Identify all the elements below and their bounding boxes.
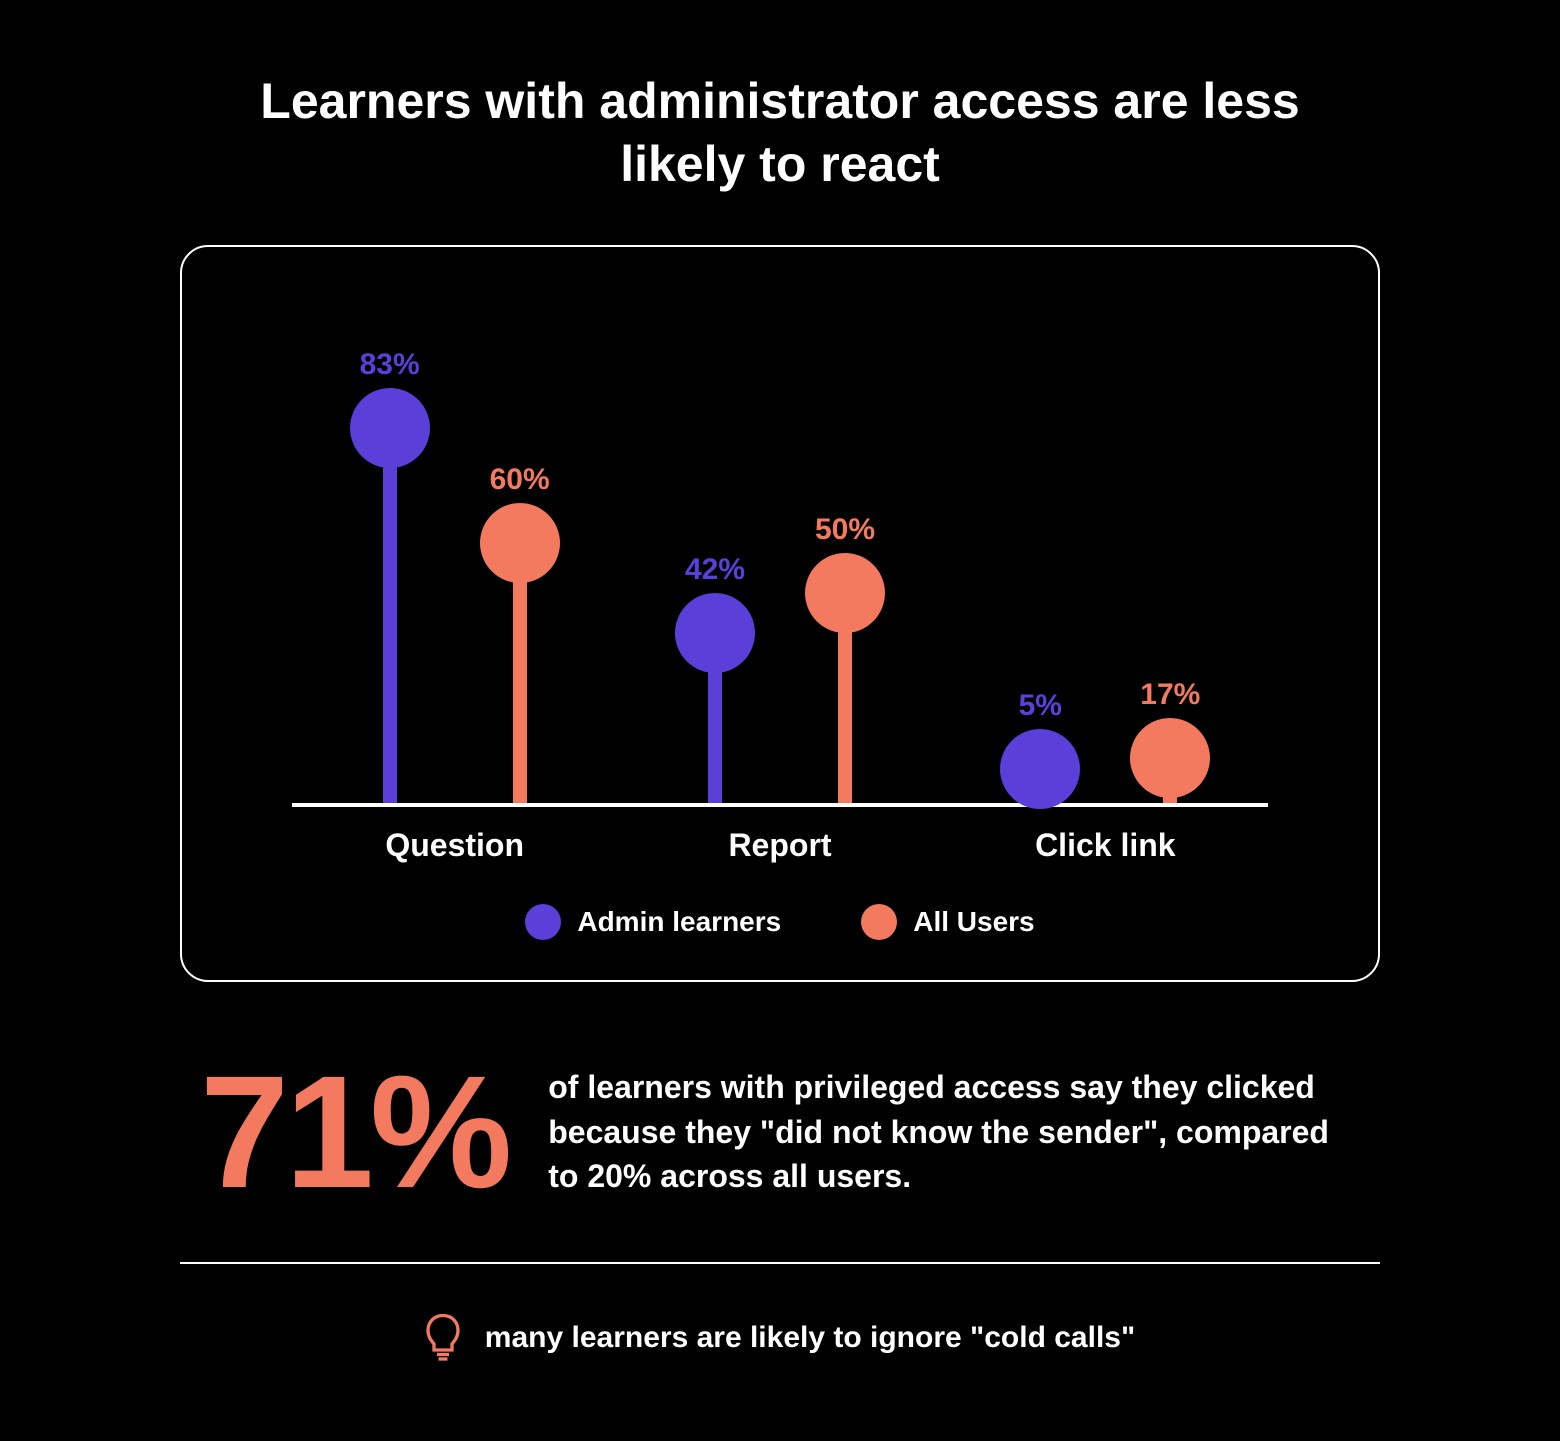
chart-lollipop: 17% bbox=[1130, 678, 1210, 803]
chart-card: 83% 60% 42% 50% 5% 17% QuestionReportClick li… bbox=[180, 245, 1380, 982]
chart-legend: Admin learners All Users bbox=[242, 904, 1318, 940]
chart-lollipop-head bbox=[480, 503, 560, 583]
legend-item: All Users bbox=[861, 904, 1034, 940]
chart-value-label: 17% bbox=[1140, 678, 1200, 712]
chart-value-label: 60% bbox=[490, 463, 550, 497]
stat-percent: 71% bbox=[200, 1052, 508, 1212]
chart-lollipop-stick bbox=[383, 462, 397, 803]
chart-value-label: 5% bbox=[1019, 689, 1062, 723]
chart-value-label: 42% bbox=[685, 553, 745, 587]
chart-title: Learners with administrator access are l… bbox=[230, 70, 1330, 195]
tip-text: many learners are likely to ignore "cold… bbox=[485, 1321, 1135, 1355]
chart-x-label: Report bbox=[617, 827, 942, 864]
chart-x-axis-labels: QuestionReportClick link bbox=[292, 827, 1268, 864]
tip-row: many learners are likely to ignore "cold… bbox=[120, 1314, 1440, 1362]
chart-group: 42% 50% bbox=[675, 513, 885, 803]
chart-plot-area: 83% 60% 42% 50% 5% 17% bbox=[292, 307, 1268, 807]
stat-block: 71% of learners with privileged access s… bbox=[180, 1052, 1380, 1264]
chart-group: 83% 60% bbox=[350, 348, 560, 803]
chart-lollipop: 83% bbox=[350, 348, 430, 803]
chart-lollipop: 42% bbox=[675, 553, 755, 803]
chart-lollipop-stick bbox=[708, 667, 722, 803]
legend-label: Admin learners bbox=[577, 906, 781, 938]
chart-lollipop-stick bbox=[1163, 792, 1177, 803]
legend-swatch bbox=[525, 904, 561, 940]
chart-value-label: 50% bbox=[815, 513, 875, 547]
chart-lollipop-head bbox=[805, 553, 885, 633]
chart-lollipop: 60% bbox=[480, 463, 560, 803]
chart-lollipop: 50% bbox=[805, 513, 885, 803]
chart-lollipop-head bbox=[675, 593, 755, 673]
stat-description: of learners with privileged access say t… bbox=[548, 1065, 1360, 1199]
chart-lollipop-head bbox=[1000, 729, 1080, 809]
legend-swatch bbox=[861, 904, 897, 940]
legend-item: Admin learners bbox=[525, 904, 781, 940]
chart-group: 5% 17% bbox=[1000, 678, 1210, 803]
chart-lollipop-stick bbox=[513, 577, 527, 803]
chart-x-label: Click link bbox=[943, 827, 1268, 864]
chart-x-label: Question bbox=[292, 827, 617, 864]
chart-value-label: 83% bbox=[360, 348, 420, 382]
chart-lollipop-head bbox=[1130, 718, 1210, 798]
chart-lollipop-head bbox=[350, 388, 430, 468]
lightbulb-icon bbox=[425, 1314, 461, 1362]
legend-label: All Users bbox=[913, 906, 1034, 938]
chart-lollipop: 5% bbox=[1000, 689, 1080, 803]
chart-lollipop-stick bbox=[838, 627, 852, 803]
